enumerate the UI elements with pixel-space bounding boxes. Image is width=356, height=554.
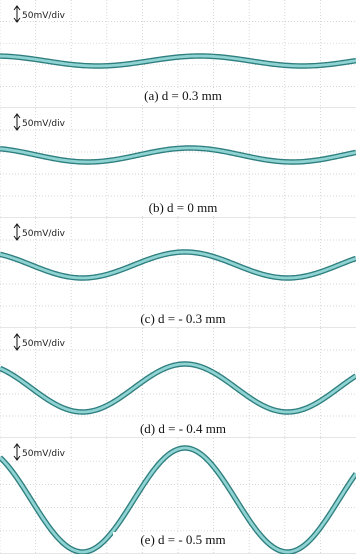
scale-label: 50mV/div	[22, 11, 66, 21]
panel: 50mV/div (d) d = - 0.4 mm	[0, 328, 356, 438]
scale-label: 50mV/div	[22, 229, 66, 239]
caption: (a) d = 0.3 mm	[144, 88, 222, 103]
caption: (d) d = - 0.4 mm	[140, 421, 226, 436]
scale-label: 50mV/div	[22, 339, 66, 349]
figure: 50mV/div (a) d = 0.3 mm 50mV/div (b) d = 0 …	[0, 0, 356, 554]
panel: 50mV/div (a) d = 0.3 mm	[0, 0, 356, 108]
caption: (c) d = - 0.3 mm	[140, 311, 225, 326]
caption: (b) d = 0 mm	[149, 200, 218, 215]
scale-label: 50mV/div	[22, 119, 66, 129]
caption: (e) d = - 0.5 mm	[140, 532, 225, 547]
panel: 50mV/div (c) d = - 0.3 mm	[0, 218, 356, 328]
scale-label: 50mV/div	[22, 449, 66, 459]
panel: 50mV/div (e) d = - 0.5 mm	[0, 438, 356, 554]
panel: 50mV/div (b) d = 0 mm	[0, 108, 356, 218]
